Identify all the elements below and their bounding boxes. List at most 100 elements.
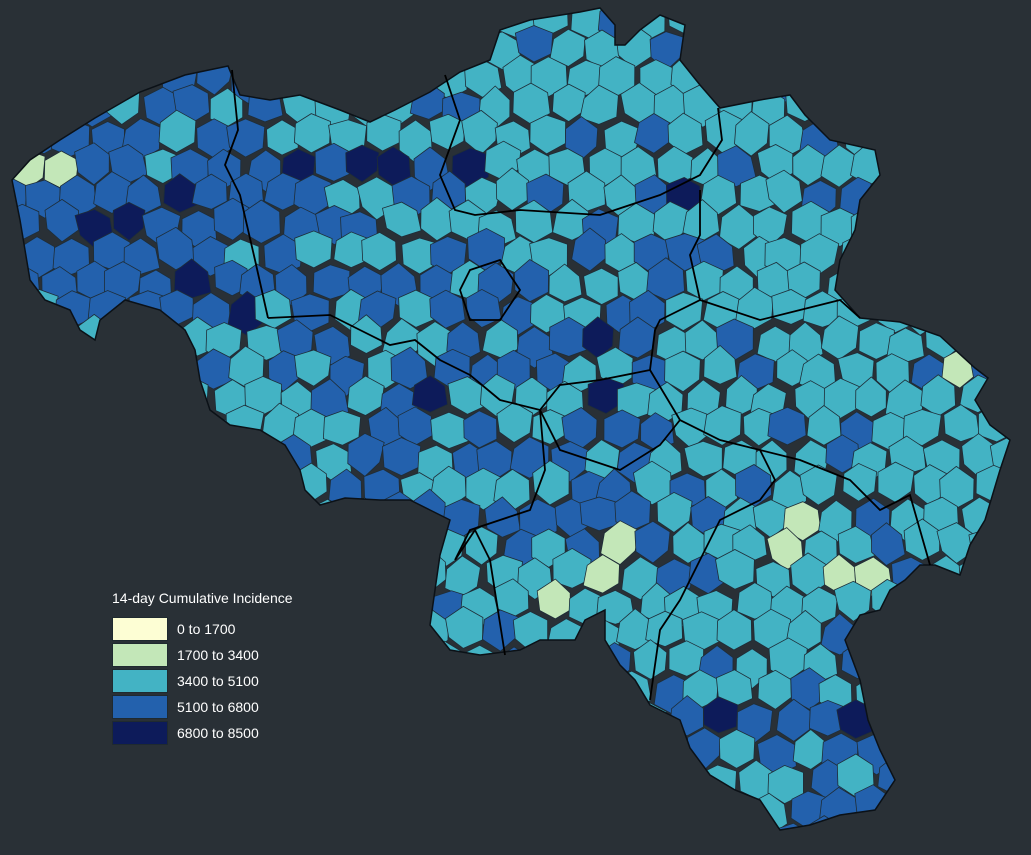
municipality-region xyxy=(874,8,912,38)
legend: 14-day Cumulative Incidence 0 to 1700 17… xyxy=(112,590,293,746)
municipality-region xyxy=(88,819,123,830)
municipality-region xyxy=(12,321,39,364)
municipality-region xyxy=(297,8,333,38)
municipality-region xyxy=(996,614,1010,655)
municipality-region xyxy=(297,646,335,685)
municipality-region xyxy=(866,231,907,271)
municipality-region xyxy=(564,700,599,739)
municipality-region xyxy=(938,175,974,220)
municipality-region xyxy=(12,403,26,449)
municipality-region xyxy=(734,110,770,157)
municipality-region xyxy=(549,28,586,67)
municipality-region xyxy=(860,258,896,303)
municipality-region xyxy=(995,377,1010,418)
municipality-region xyxy=(400,8,435,34)
municipality-region xyxy=(366,113,402,152)
municipality-region xyxy=(36,438,74,477)
municipality-region xyxy=(870,641,910,681)
municipality-region xyxy=(155,226,195,271)
municipality-region xyxy=(782,501,822,542)
municipality-region xyxy=(739,817,778,830)
municipality-region xyxy=(548,148,586,186)
municipality-region xyxy=(632,755,672,796)
municipality-region xyxy=(498,706,535,747)
municipality-region xyxy=(317,31,354,71)
municipality-region xyxy=(12,608,15,650)
municipality-region xyxy=(187,815,226,830)
municipality-region xyxy=(37,27,75,67)
municipality-region xyxy=(59,401,99,443)
municipality-region xyxy=(12,786,44,825)
municipality-region xyxy=(331,581,368,621)
municipality-region xyxy=(313,612,352,653)
municipality-region xyxy=(103,85,140,126)
municipality-region xyxy=(767,406,807,446)
municipality-region xyxy=(95,8,129,41)
municipality-region xyxy=(429,765,465,806)
municipality-region xyxy=(399,700,437,740)
legend-item-4: 6800 to 8500 xyxy=(112,720,293,746)
municipality-region xyxy=(163,173,199,213)
municipality-region xyxy=(309,498,345,537)
municipality-region xyxy=(617,727,654,769)
municipality-region xyxy=(565,643,604,681)
municipality-region xyxy=(529,114,567,155)
municipality-region xyxy=(697,764,737,805)
municipality-region xyxy=(751,30,790,73)
municipality-region xyxy=(977,401,1010,443)
province-border xyxy=(459,258,522,321)
municipality-region xyxy=(945,762,980,801)
municipality-region xyxy=(345,669,383,715)
municipality-region xyxy=(631,702,667,742)
municipality-region xyxy=(955,85,993,129)
municipality-region xyxy=(325,8,364,43)
municipality-region xyxy=(58,584,97,625)
municipality-region xyxy=(75,497,111,543)
municipality-region xyxy=(790,23,824,62)
municipality-region xyxy=(144,8,183,13)
municipality-region xyxy=(92,406,132,444)
municipality-region xyxy=(1005,349,1010,390)
municipality-region xyxy=(382,731,421,773)
municipality-region xyxy=(903,58,941,101)
legend-item-3: 5100 to 6800 xyxy=(112,694,293,720)
municipality-region xyxy=(518,732,556,774)
municipality-region xyxy=(397,54,432,96)
municipality-region xyxy=(448,729,487,770)
municipality-region xyxy=(246,26,283,65)
municipality-region xyxy=(579,84,619,125)
municipality-region xyxy=(12,495,43,535)
municipality-region xyxy=(410,670,445,708)
municipality-region xyxy=(520,671,555,713)
municipality-region xyxy=(1014,169,1031,209)
municipality-region xyxy=(36,493,74,535)
municipality-region xyxy=(736,582,774,620)
municipality-region xyxy=(972,580,1010,620)
municipality-region xyxy=(801,54,841,95)
municipality-region xyxy=(12,723,44,764)
municipality-region xyxy=(0,86,6,128)
municipality-region xyxy=(717,145,757,188)
municipality-region xyxy=(162,347,198,392)
municipality-region xyxy=(792,0,831,4)
municipality-region xyxy=(12,696,24,742)
municipality-region xyxy=(335,704,369,744)
municipality-region xyxy=(1002,582,1010,622)
province-border xyxy=(649,369,777,701)
municipality-region xyxy=(935,698,974,742)
municipality-region xyxy=(175,8,210,12)
municipality-region xyxy=(120,466,160,509)
municipality-region xyxy=(447,8,486,12)
municipality-region xyxy=(604,696,642,740)
municipality-region xyxy=(868,117,904,154)
municipality-region xyxy=(177,493,215,535)
municipality-region xyxy=(175,27,213,70)
municipality-region xyxy=(887,259,926,301)
municipality-region xyxy=(139,33,177,75)
municipality-region xyxy=(143,790,180,827)
municipality-region xyxy=(294,349,332,387)
municipality-region xyxy=(381,605,416,650)
municipality-region xyxy=(245,8,280,13)
municipality-region xyxy=(596,589,635,625)
municipality-region xyxy=(479,373,516,417)
